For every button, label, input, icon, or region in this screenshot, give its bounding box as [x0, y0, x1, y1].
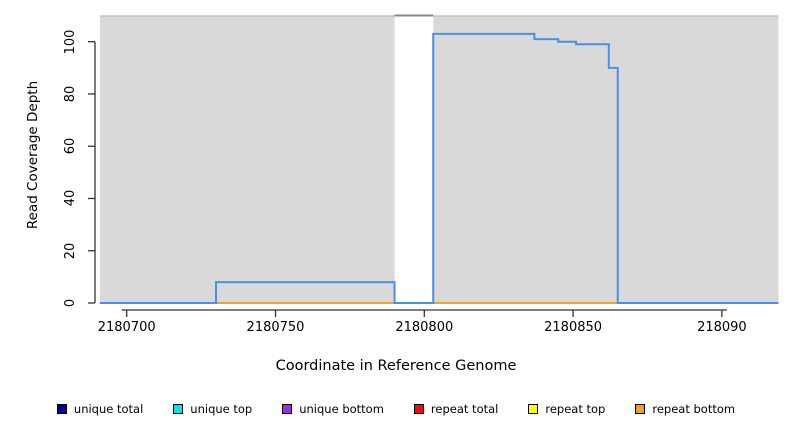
shaded-band — [433, 16, 779, 303]
legend-label: repeat top — [545, 402, 606, 416]
x-tick-label: 2180750 — [246, 320, 305, 335]
legend-swatch-icon — [528, 404, 539, 414]
legend-entry[interactable]: unique top — [173, 402, 252, 416]
legend-swatch-icon — [635, 404, 646, 414]
legend-label: unique top — [190, 402, 253, 416]
y-tick-label: 20 — [63, 242, 78, 260]
series-line-unique-total — [99, 32, 779, 304]
legend-swatch-icon — [413, 404, 424, 414]
data-series-group — [99, 32, 779, 304]
shaded-band — [100, 16, 395, 303]
legend-entry[interactable]: repeat top — [528, 402, 605, 416]
x-tick-label: 2180700 — [97, 320, 156, 335]
legend-swatch-icon — [173, 404, 184, 414]
chart-legend: unique total unique top unique bottom repea… — [0, 398, 792, 420]
legend-swatch-icon — [56, 404, 67, 414]
y-tick-label: 60 — [63, 137, 78, 155]
x-tick-label: 2180850 — [544, 320, 603, 335]
legend-label: repeat bottom — [652, 402, 736, 416]
y-tick-label: 40 — [63, 190, 78, 207]
y-tick-label: 100 — [63, 29, 78, 55]
legend-entry[interactable]: repeat bottom — [635, 402, 735, 416]
legend-entry[interactable]: repeat total — [413, 402, 499, 416]
legend-label: unique total — [73, 402, 144, 416]
legend-label: unique bottom — [299, 402, 384, 416]
x-tick-label: 218090 — [697, 320, 747, 335]
legend-label: repeat total — [430, 402, 499, 416]
shaded-bands — [100, 14, 779, 303]
y-tick-label: 80 — [63, 85, 78, 103]
x-tick-label: 2180800 — [395, 320, 454, 335]
y-tick-label: 0 — [63, 298, 78, 308]
legend-entry[interactable]: unique total — [56, 402, 144, 416]
x-axis-label: Coordinate in Reference Genome — [275, 358, 517, 374]
legend-swatch-icon — [282, 404, 293, 414]
legend-entry[interactable]: unique bottom — [282, 402, 384, 416]
axis-lines — [88, 41, 727, 317]
